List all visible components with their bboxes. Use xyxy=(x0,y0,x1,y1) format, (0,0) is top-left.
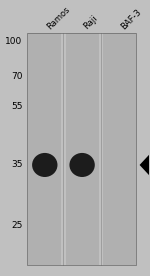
Text: 55: 55 xyxy=(11,102,22,111)
Ellipse shape xyxy=(32,153,57,177)
Text: Raji: Raji xyxy=(82,14,100,31)
Bar xyxy=(27,33,136,265)
Polygon shape xyxy=(140,154,150,176)
Text: 70: 70 xyxy=(11,72,22,81)
Text: 35: 35 xyxy=(11,160,22,169)
Text: BAF-3: BAF-3 xyxy=(119,7,143,31)
Text: Ramos: Ramos xyxy=(45,5,71,31)
Bar xyxy=(28,33,61,265)
Bar xyxy=(103,33,136,265)
Ellipse shape xyxy=(69,153,95,177)
Text: 25: 25 xyxy=(11,221,22,230)
Bar xyxy=(66,33,99,265)
Text: 100: 100 xyxy=(5,37,22,46)
